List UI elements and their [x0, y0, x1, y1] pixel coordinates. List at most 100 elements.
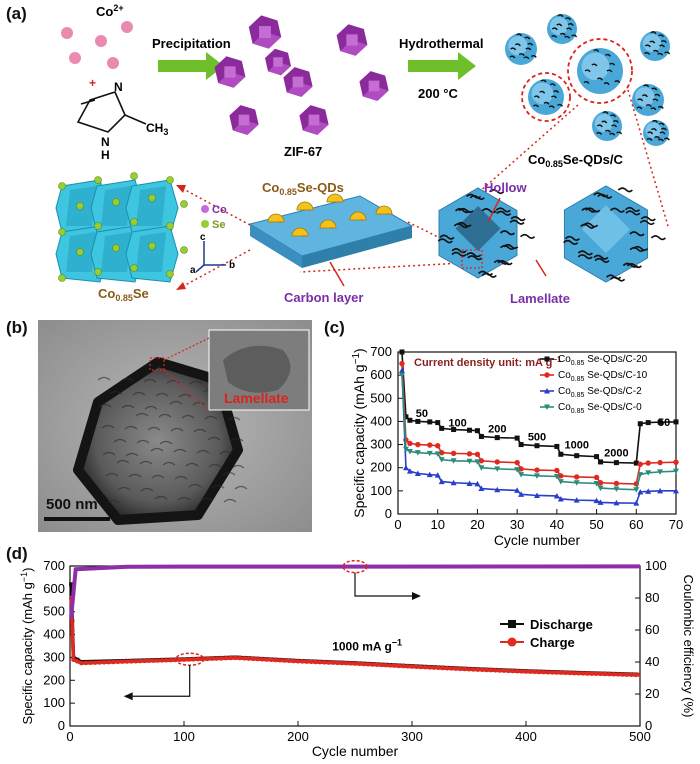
legend-entry: Co0.85 Se-QDs/C-20	[558, 354, 648, 367]
y-tick-label: 400	[370, 413, 392, 428]
data-point	[450, 479, 457, 486]
data-point	[574, 564, 578, 569]
y2-tick-label: 20	[645, 686, 659, 701]
data-point	[449, 666, 454, 671]
data-point	[619, 564, 624, 569]
data-point	[532, 669, 537, 675]
data-point	[528, 669, 533, 674]
data-point	[637, 461, 643, 467]
highlight-circle-left	[521, 72, 571, 122]
data-point	[120, 565, 125, 569]
scale-bar	[44, 517, 110, 521]
data-point	[308, 564, 312, 569]
data-point	[588, 564, 592, 569]
rate-label: 2000	[604, 448, 628, 460]
hollow-particle	[563, 185, 666, 283]
y2-axis-label: Coulombic efficiency (%)	[681, 575, 696, 718]
product-particle	[505, 33, 537, 65]
quantum-dot	[375, 205, 393, 215]
data-point	[102, 660, 107, 665]
product-particle	[640, 31, 671, 61]
data-point	[362, 564, 366, 569]
data-point	[322, 660, 327, 665]
data-point	[357, 661, 362, 667]
data-point	[200, 564, 204, 569]
quantum-dot	[326, 193, 344, 203]
tem-zoom-box	[149, 357, 165, 371]
data-point	[657, 419, 663, 425]
data-point	[514, 467, 521, 473]
y2-tick-label: 60	[645, 622, 659, 637]
scale-bar-label: 500 nm	[46, 496, 98, 513]
legend-entry: Charge	[530, 635, 575, 650]
data-point	[560, 564, 565, 569]
data-point	[422, 665, 428, 670]
data-point	[542, 564, 547, 569]
data-point	[204, 564, 209, 569]
data-point	[403, 414, 409, 420]
y-axis-label: Specific capacity (mAh g−1)	[19, 568, 35, 725]
data-point	[536, 669, 542, 675]
data-point	[335, 660, 340, 666]
x-tick-label: 20	[470, 517, 484, 532]
data-point	[494, 486, 501, 493]
product-particle	[643, 119, 670, 146]
data-point	[478, 485, 485, 492]
data-point	[427, 442, 433, 448]
cycling-stability-chart: 0 100 200 300 400 500 600 700 0 20 40 60 80 100 0 100 20…	[19, 558, 696, 759]
data-point	[598, 671, 603, 677]
data-point	[69, 615, 73, 619]
data-point	[294, 564, 299, 569]
data-point	[111, 565, 115, 570]
data-point	[534, 473, 540, 479]
chart-c-frame	[397, 351, 677, 515]
data-point	[613, 460, 619, 466]
data-point	[533, 564, 537, 569]
product-particle	[592, 111, 623, 141]
data-point	[553, 474, 560, 480]
data-point	[466, 427, 472, 433]
rate-annotation: Current density unit: mA g−1	[414, 355, 562, 369]
data-point	[541, 669, 546, 675]
capacity-arrowhead	[123, 692, 133, 701]
zif67-polyhedron	[359, 71, 389, 101]
highlight-circle-center	[567, 38, 633, 104]
data-point	[146, 658, 152, 664]
data-point	[494, 435, 500, 441]
data-point	[75, 659, 80, 664]
data-point	[317, 659, 323, 665]
zoom-box	[461, 249, 483, 269]
axis-c: c	[200, 232, 206, 243]
data-point	[534, 492, 540, 498]
data-point	[456, 564, 461, 569]
quantum-dot	[319, 219, 337, 229]
data-point	[557, 495, 564, 502]
product-particle	[632, 84, 664, 116]
data-point	[326, 660, 331, 665]
data-point	[313, 659, 318, 665]
data-point	[613, 486, 620, 493]
arrowhead-up	[176, 185, 186, 193]
data-point	[447, 564, 452, 569]
carbon-pointer	[329, 261, 345, 287]
legend-marker	[508, 620, 516, 628]
data-point	[254, 564, 258, 569]
data-point	[219, 656, 224, 661]
data-point	[276, 564, 281, 569]
quantum-dot	[349, 211, 367, 221]
tem-inset-label: Lamellate	[224, 390, 289, 406]
data-point	[407, 440, 413, 447]
data-point	[353, 564, 357, 569]
data-point	[399, 360, 405, 367]
data-point	[69, 582, 74, 587]
data-point	[164, 658, 169, 663]
data-point	[97, 566, 101, 570]
data-point	[673, 487, 679, 494]
data-point	[344, 661, 349, 666]
data-point	[79, 660, 84, 666]
data-point	[160, 564, 164, 569]
x-axis-label: Cycle number	[312, 743, 399, 759]
x-tick-label: 0	[66, 729, 73, 744]
data-point	[474, 480, 481, 487]
data-point	[245, 564, 249, 569]
